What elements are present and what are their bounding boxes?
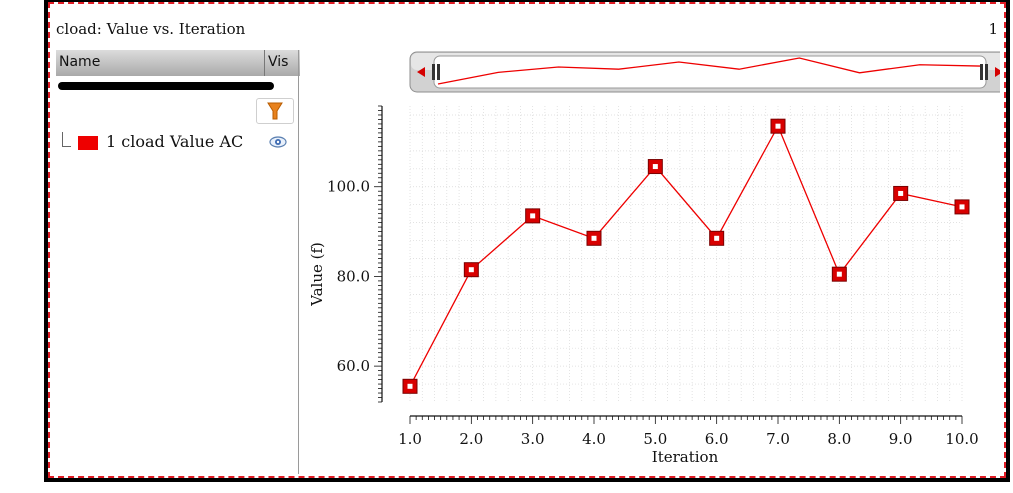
series-list-item[interactable]: 1 cload Value AC <box>106 132 244 151</box>
series-line <box>409 124 963 387</box>
x-tick-label: 4.0 <box>582 430 606 448</box>
x-tick-label: 3.0 <box>521 430 545 448</box>
tree-connector <box>62 132 71 147</box>
arrow-right-icon <box>995 67 1000 77</box>
x-tick-label: 7.0 <box>766 430 790 448</box>
x-tick-label: 5.0 <box>643 430 667 448</box>
filter-button[interactable] <box>256 98 294 124</box>
y-tick-label: 100.0 <box>327 178 370 196</box>
series-plot <box>402 118 970 394</box>
scroll-right-button[interactable] <box>995 67 1000 77</box>
grid <box>409 106 963 402</box>
x-tick-label: 1.0 <box>398 430 422 448</box>
data-point[interactable] <box>954 199 970 215</box>
y-tick-label: 80.0 <box>337 267 370 285</box>
x-tick-label: 8.0 <box>827 430 851 448</box>
data-point[interactable] <box>647 159 663 175</box>
column-vis-header[interactable]: Vis <box>268 54 289 70</box>
overview-series-line <box>437 57 981 85</box>
scroll-left-button[interactable] <box>417 67 425 77</box>
column-name-header[interactable]: Name <box>59 54 101 70</box>
tick-labels: 60.0 80.0 100.0 1.0 2.0 3.0 4.0 5.0 6.0 7.0 8.0 9.0… <box>327 178 979 448</box>
x-tick-label: 6.0 <box>705 430 729 448</box>
data-point[interactable] <box>709 230 725 246</box>
data-point[interactable] <box>893 185 909 201</box>
data-point[interactable] <box>831 266 847 282</box>
arrow-left-icon <box>417 67 425 77</box>
data-point[interactable] <box>525 208 541 224</box>
search-bar[interactable] <box>58 82 274 90</box>
x-tick-label: 10.0 <box>945 430 978 448</box>
series-list-header: Name Vis <box>56 50 300 76</box>
x-tick-label: 9.0 <box>889 430 913 448</box>
x-axis-label: Iteration <box>652 448 719 466</box>
page-number: 1 <box>988 20 998 38</box>
data-point[interactable] <box>402 378 418 394</box>
y-tick-label: 60.0 <box>337 357 370 375</box>
plot-panel: cload: Value vs. Iteration 1 Name Vis 1 … <box>48 2 1006 478</box>
data-point[interactable] <box>770 118 786 134</box>
x-tick-label: 2.0 <box>459 430 483 448</box>
column-separator[interactable] <box>264 50 265 76</box>
pane-divider[interactable] <box>298 50 299 474</box>
overview-window[interactable] <box>433 55 987 89</box>
overview-scroller[interactable] <box>409 51 1000 93</box>
series-color-swatch <box>78 136 98 150</box>
right-handle[interactable] <box>980 64 988 80</box>
filter-icon <box>267 102 283 120</box>
y-axis-label: Value (f) <box>308 242 326 307</box>
axes <box>374 105 963 424</box>
left-handle[interactable] <box>432 64 440 80</box>
data-point[interactable] <box>586 230 602 246</box>
panel-title: cload: Value vs. Iteration <box>56 20 246 38</box>
eye-icon[interactable] <box>269 134 287 150</box>
data-point[interactable] <box>463 262 479 278</box>
line-chart: 60.0 80.0 100.0 1.0 2.0 3.0 4.0 5.0 6.0 7.0 8.0 9.0… <box>308 51 1000 466</box>
